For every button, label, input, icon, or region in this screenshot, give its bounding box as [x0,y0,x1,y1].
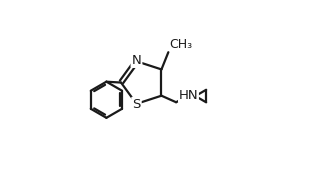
Text: CH₃: CH₃ [169,38,192,51]
Text: HN: HN [179,89,198,102]
Text: N: N [131,54,141,67]
Text: S: S [132,98,141,111]
